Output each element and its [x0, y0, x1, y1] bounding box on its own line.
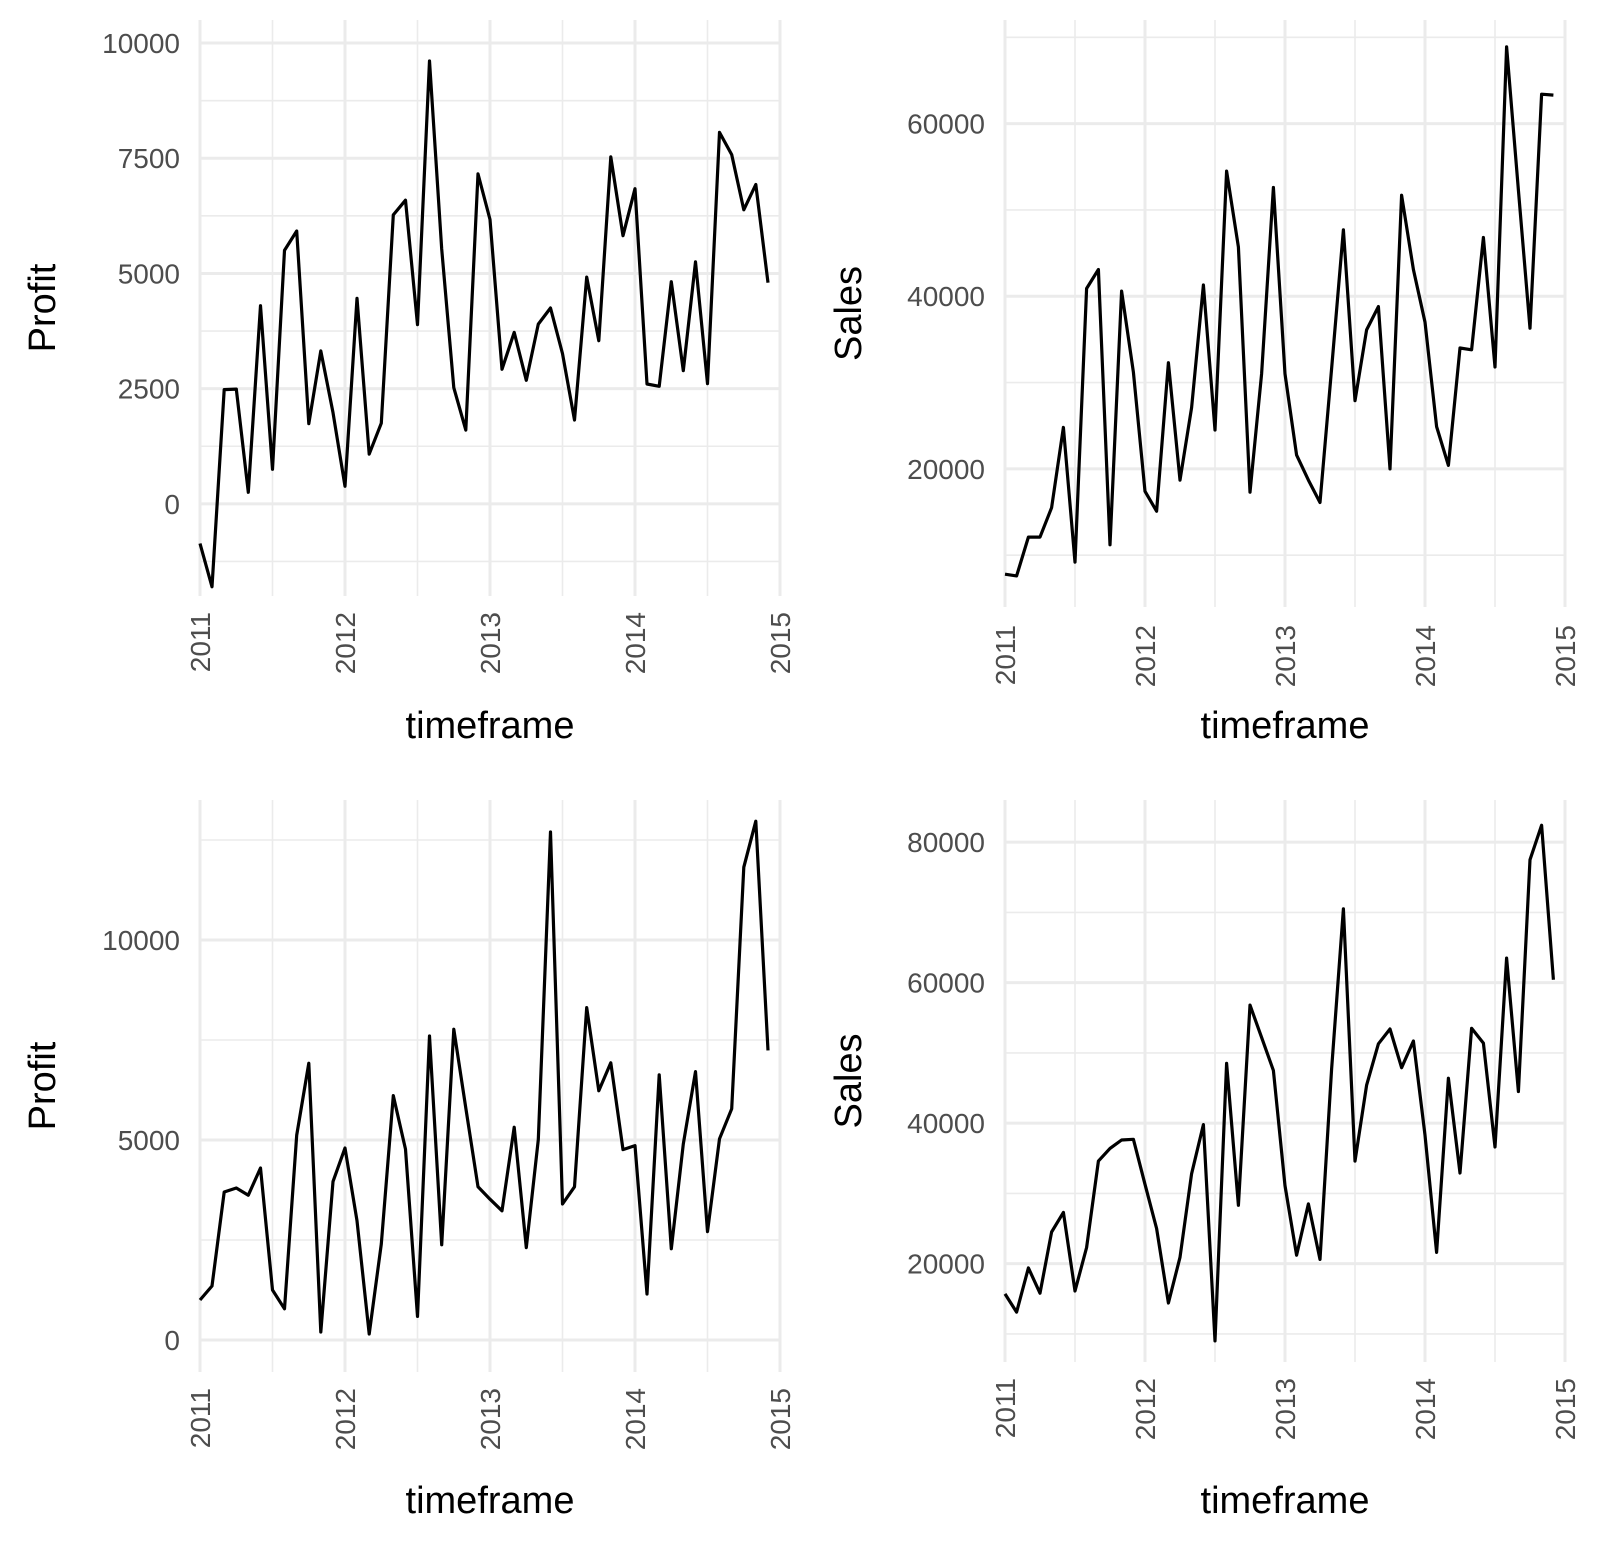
chart-panel-4: 20000 40000 60000 80000 2011 2012 2013 2014 2015… [828, 800, 1581, 1522]
x-tick-label: 2015 [765, 612, 796, 674]
y-tick-label: 80000 [907, 827, 985, 858]
y-tick-label: 10000 [102, 925, 180, 956]
x-axis-title: timeframe [406, 1480, 575, 1522]
x-tick-label: 2013 [475, 612, 506, 674]
y-tick-label: 20000 [907, 1249, 985, 1280]
series-line [198, 819, 770, 1336]
x-tick-label: 2011 [185, 612, 216, 672]
x-tick-label: 2012 [330, 1388, 361, 1450]
x-tick-label: 2011 [990, 1378, 1021, 1438]
x-tick-label: 2013 [475, 1388, 506, 1450]
x-tick-label: 2014 [1410, 1378, 1441, 1440]
y-tick-label: 60000 [907, 109, 985, 140]
x-tick-label: 2012 [330, 612, 361, 674]
x-tick-label: 2014 [620, 1388, 651, 1450]
x-tick-label: 2013 [1270, 625, 1301, 687]
series-line [1004, 45, 1554, 578]
y-tick-label: 20000 [907, 454, 985, 485]
y-axis-title: Sales [828, 1033, 870, 1128]
y-tick-label: 40000 [907, 281, 985, 312]
x-tick-label: 2015 [765, 1388, 796, 1450]
x-tick-label: 2014 [1410, 625, 1441, 687]
y-tick-label: 0 [164, 489, 180, 520]
x-tick-label: 2012 [1130, 1378, 1161, 1440]
series-line [198, 59, 770, 589]
x-axis-title: timeframe [406, 705, 575, 747]
x-tick-label: 2015 [1550, 625, 1581, 687]
x-tick-label: 2014 [620, 612, 651, 674]
series-line [1003, 823, 1555, 1343]
x-tick-label: 2015 [1550, 1378, 1581, 1440]
chart-panel-1: 0 2500 5000 7500 10000 2011 2012 2013 2014 2015 ti… [22, 20, 796, 747]
x-axis-title: timeframe [1201, 1480, 1370, 1522]
y-tick-label: 5000 [118, 1125, 180, 1156]
chart-panel-2: 20000 40000 60000 2011 2012 2013 2014 2015 timef… [828, 20, 1581, 747]
y-axis-title: Profit [22, 1041, 64, 1130]
y-tick-label: 5000 [118, 258, 180, 289]
x-tick-label: 2011 [990, 625, 1021, 685]
y-tick-label: 7500 [118, 143, 180, 174]
y-tick-label: 60000 [907, 968, 985, 999]
chart-panel-3: 0 5000 10000 2011 2012 2013 2014 2015 timeframe P… [22, 800, 796, 1522]
y-axis-title: Sales [828, 266, 870, 361]
x-tick-label: 2011 [185, 1388, 216, 1448]
y-tick-label: 0 [164, 1325, 180, 1356]
y-tick-label: 2500 [118, 374, 180, 405]
y-tick-label: 10000 [102, 28, 180, 59]
x-tick-label: 2012 [1130, 625, 1161, 687]
x-tick-label: 2013 [1270, 1378, 1301, 1440]
y-axis-title: Profit [22, 263, 64, 352]
y-tick-label: 40000 [907, 1108, 985, 1139]
x-axis-title: timeframe [1201, 705, 1370, 747]
